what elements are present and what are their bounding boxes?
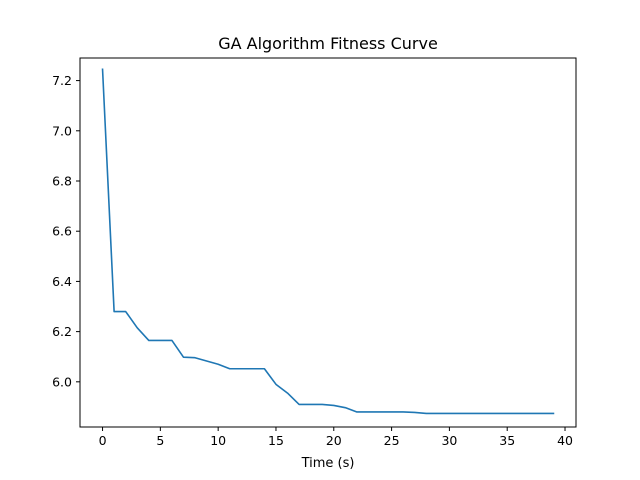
y-tick-label: 7.0 (52, 123, 72, 138)
chart-title: GA Algorithm Fitness Curve (218, 34, 438, 53)
axes-frame (79, 57, 577, 428)
x-axis-label: Time (s) (301, 456, 355, 471)
y-tick-label: 6.4 (52, 274, 72, 289)
x-tick-label: 30 (441, 433, 457, 448)
x-tick-label: 5 (156, 433, 164, 448)
plot-area: 0 5 10 15 20 25 30 35 40 6.0 6.2 6.4 6.6 6.8 7.0 7.2 (52, 57, 577, 448)
x-tick-label: 0 (99, 433, 107, 448)
y-axis: 6.0 6.2 6.4 6.6 6.8 7.0 7.2 (52, 73, 80, 389)
x-tick-label: 15 (268, 433, 284, 448)
y-tick-label: 6.8 (52, 174, 72, 189)
x-tick-label: 25 (384, 433, 400, 448)
x-tick-label: 20 (326, 433, 342, 448)
y-tick-label: 6.2 (52, 324, 72, 339)
y-tick-label: 6.6 (52, 224, 72, 239)
y-tick-label: 6.0 (52, 374, 72, 389)
x-tick-label: 40 (557, 433, 573, 448)
x-axis: 0 5 10 15 20 25 30 35 40 (99, 427, 573, 448)
x-tick-label: 10 (210, 433, 226, 448)
y-tick-label: 7.2 (52, 73, 72, 88)
x-tick-label: 35 (499, 433, 515, 448)
fitness-line (101, 68, 555, 415)
series-group (101, 68, 555, 415)
